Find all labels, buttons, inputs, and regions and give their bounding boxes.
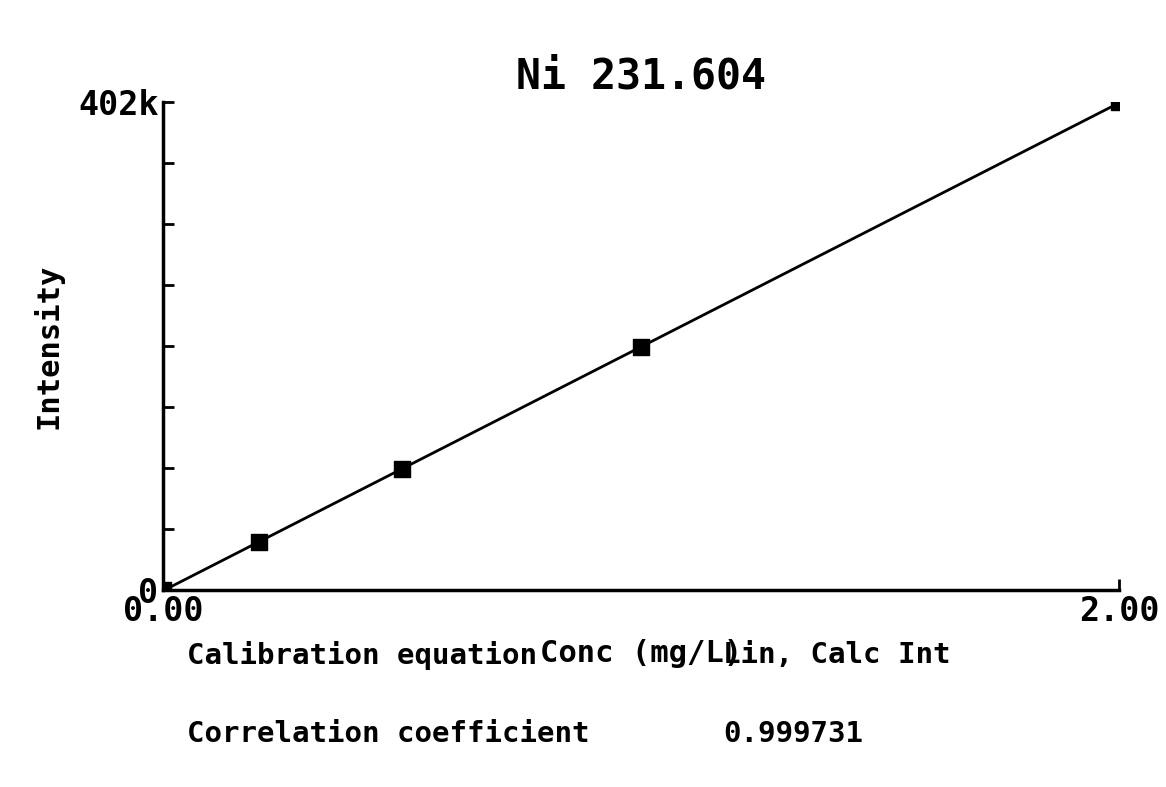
- Text: 0.999731: 0.999731: [723, 720, 863, 748]
- X-axis label: Conc (mg/L): Conc (mg/L): [540, 639, 743, 668]
- Point: [250, 535, 268, 548]
- Title: Ni 231.604: Ni 231.604: [517, 55, 766, 98]
- Text: Calibration equation: Calibration equation: [187, 641, 536, 671]
- Text: Correlation coefficient: Correlation coefficient: [187, 720, 589, 748]
- Point: [1110, 96, 1129, 109]
- Text: Lin, Calc Int: Lin, Calc Int: [723, 641, 950, 670]
- Point: [393, 463, 412, 475]
- Point: [154, 584, 173, 597]
- Y-axis label: Intensity: Intensity: [33, 264, 64, 429]
- Point: [632, 342, 651, 354]
